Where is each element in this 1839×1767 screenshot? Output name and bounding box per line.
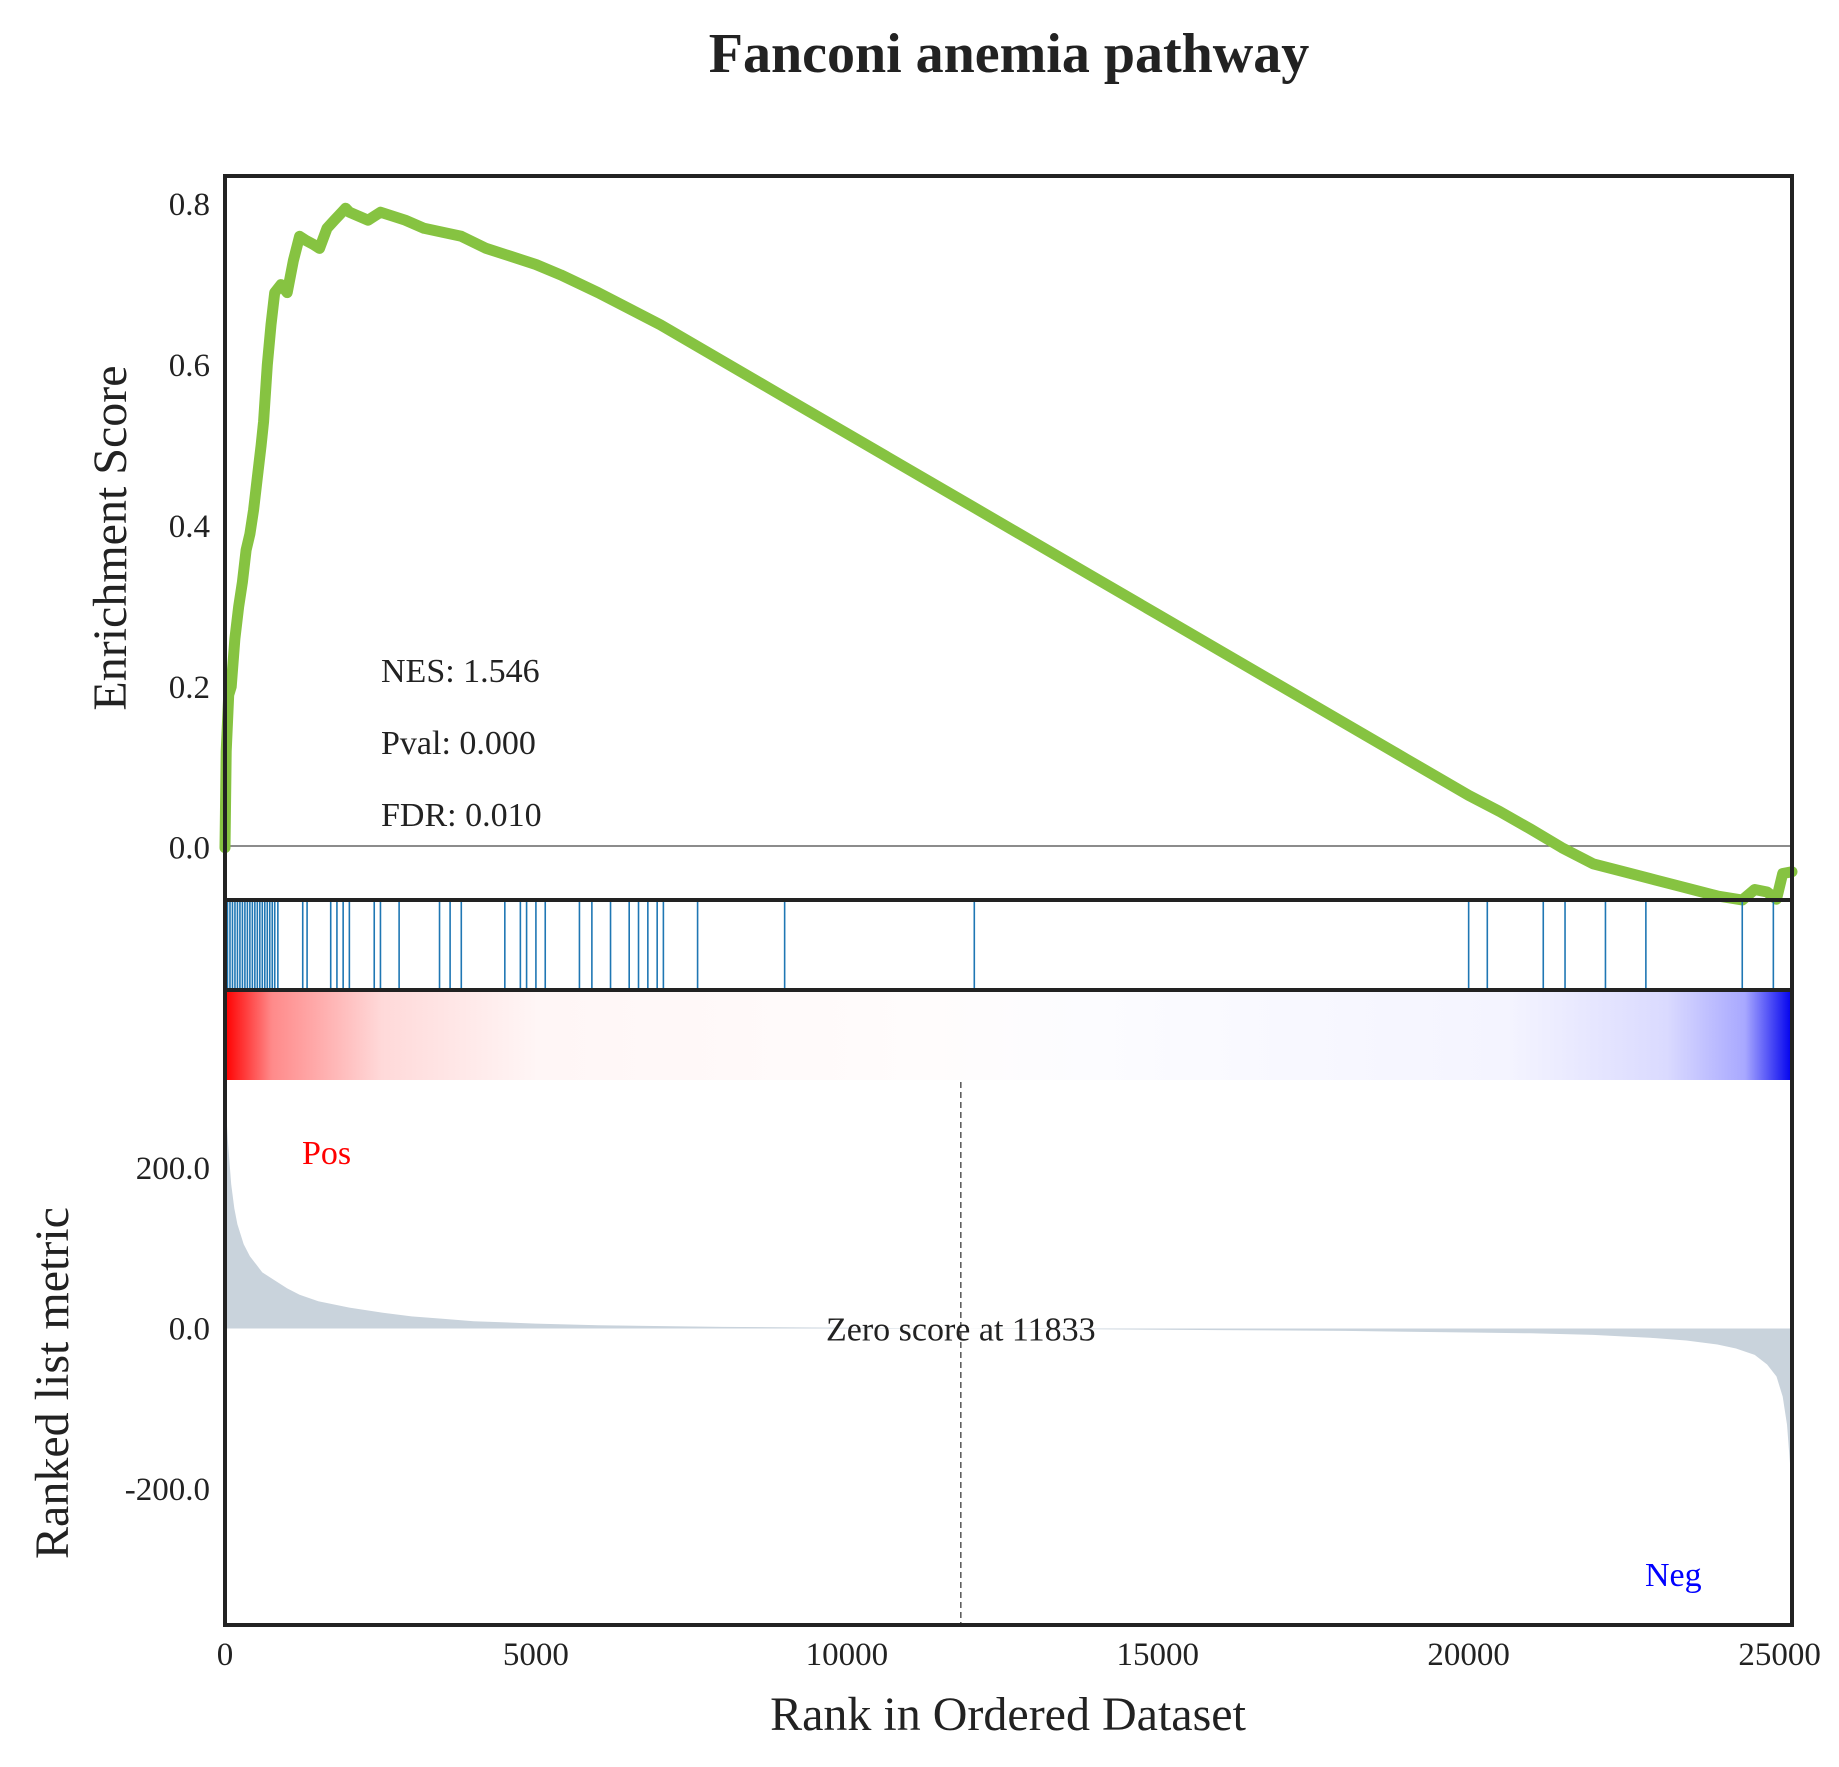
neg-label: Neg bbox=[1645, 1557, 1702, 1594]
chart-title: Fanconi anemia pathway bbox=[709, 23, 1310, 85]
x-tick: 0 bbox=[217, 1637, 234, 1673]
ranking-color-bar bbox=[225, 990, 1792, 1080]
ranked-metric-panel: 200.0 0.0 -200.0 Zero score at 11833 Pos N… bbox=[26, 1082, 1792, 1623]
metric-y-tick: 200.0 bbox=[136, 1151, 210, 1187]
ranked-metric-area bbox=[225, 1088, 1792, 1513]
x-tick: 25000 bbox=[1738, 1637, 1821, 1673]
zero-score-label: Zero score at 11833 bbox=[826, 1311, 1096, 1348]
enrichment-frame bbox=[223, 174, 1794, 902]
enrichment-y-tick: 0.6 bbox=[169, 348, 210, 384]
gene-hits-panel bbox=[226, 902, 1775, 988]
x-axis-label: Rank in Ordered Dataset bbox=[770, 1688, 1246, 1741]
enrichment-panel: 0.0 0.2 0.4 0.6 0.8 NES: 1.546 Pval: 0.000 F… bbox=[84, 187, 1798, 906]
metric-y-tick: 0.0 bbox=[169, 1311, 210, 1347]
pos-label: Pos bbox=[302, 1135, 351, 1172]
enrichment-y-tick: 0.0 bbox=[169, 831, 210, 867]
x-tick: 10000 bbox=[806, 1637, 889, 1673]
enrichment-y-tick: 0.4 bbox=[169, 509, 210, 545]
hits-frame bbox=[223, 898, 1794, 992]
x-tick: 5000 bbox=[503, 1637, 569, 1673]
metric-y-tick: -200.0 bbox=[125, 1472, 210, 1508]
ranked-metric-frame bbox=[223, 988, 1794, 1627]
nes-label: NES: 1.546 bbox=[381, 653, 540, 690]
x-tick: 15000 bbox=[1116, 1637, 1199, 1673]
enrichment-y-axis-label: Enrichment Score bbox=[84, 365, 137, 710]
metric-y-ticks: 200.0 0.0 -200.0 bbox=[125, 1151, 210, 1508]
x-tick: 20000 bbox=[1427, 1637, 1510, 1673]
enrichment-y-tick: 0.8 bbox=[169, 187, 210, 223]
pval-label: Pval: 0.000 bbox=[381, 725, 536, 762]
enrichment-score-line bbox=[219, 202, 1798, 906]
fdr-label: FDR: 0.010 bbox=[381, 797, 542, 834]
ranked-metric-y-axis-label: Ranked list metric bbox=[26, 1207, 79, 1559]
x-axis-ticks: 0 5000 10000 15000 20000 25000 bbox=[217, 1637, 1821, 1673]
enrichment-y-tick: 0.2 bbox=[169, 670, 210, 706]
enrichment-y-ticks: 0.0 0.2 0.4 0.6 0.8 bbox=[169, 187, 210, 867]
